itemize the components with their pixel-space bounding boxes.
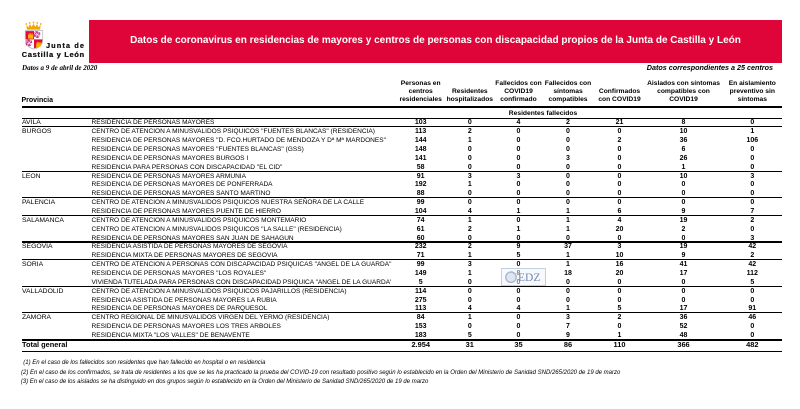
svg-text:EDZ: EDZ	[518, 272, 540, 284]
